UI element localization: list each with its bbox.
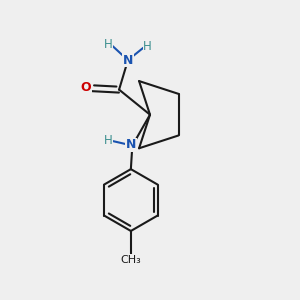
Text: N: N <box>126 139 136 152</box>
Text: CH₃: CH₃ <box>121 255 141 265</box>
Text: N: N <box>123 54 133 67</box>
Text: H: H <box>104 38 112 51</box>
Text: O: O <box>80 81 91 94</box>
Text: H: H <box>103 134 112 147</box>
Text: H: H <box>143 40 152 53</box>
